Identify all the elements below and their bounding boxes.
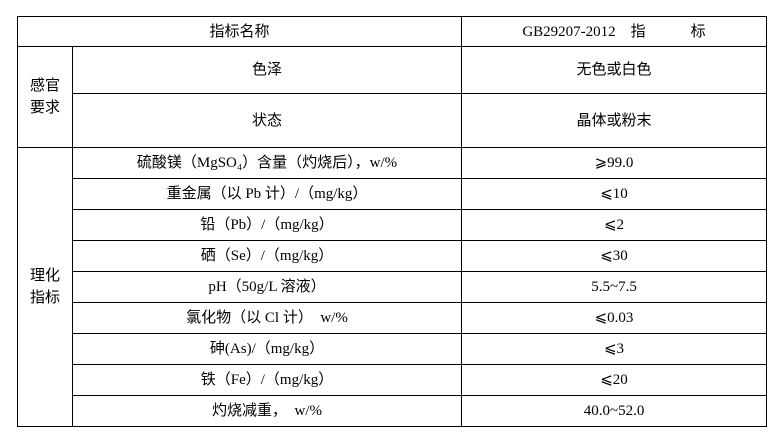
- group-label-line: 感官: [29, 78, 60, 94]
- table-row: 氯化物（以 Cl 计） w/% ⩽0.03: [18, 302, 768, 334]
- row-value: 40.0~52.0: [461, 395, 768, 427]
- table-row: 理化 指标 硫酸镁（MgSO₄）含量（灼烧后），w/% ⩾99.0: [17, 147, 768, 427]
- row-value: 晶体或粉末: [461, 93, 768, 148]
- row-name: 氯化物（以 Cl 计） w/%: [71, 302, 463, 334]
- row-value: ⩽0.03: [461, 302, 768, 334]
- table-row: 重金属（以 Pb 计）/（mg/kg） ⩽10: [18, 178, 768, 210]
- table-row: 状态 晶体或粉末: [18, 93, 768, 148]
- header-standard: GB29207-2012 指 标: [461, 16, 768, 47]
- group-label-line: 指标: [29, 290, 60, 306]
- row-value: ⩽3: [461, 333, 768, 365]
- table-row: 铁（Fe）/（mg/kg） ⩽20: [18, 364, 768, 396]
- group-sensory: 感官 要求: [17, 46, 73, 148]
- table-row: 砷(As)/（mg/kg） ⩽3: [18, 333, 768, 365]
- table-row: pH（50g/L 溶液） 5.5~7.5: [18, 271, 768, 303]
- table-row: 感官 要求 色泽 无色或白色: [17, 46, 768, 148]
- row-name: 状态: [71, 93, 463, 148]
- table-row: 硒（Se）/（mg/kg） ⩽30: [18, 240, 768, 272]
- row-name: 色泽: [71, 46, 463, 94]
- table-row: 铅（Pb）/（mg/kg） ⩽2: [18, 209, 768, 241]
- row-name: 灼烧减重， w/%: [71, 395, 463, 427]
- group-label-line: 要求: [29, 100, 60, 116]
- row-value: ⩽10: [461, 178, 768, 210]
- row-name: pH（50g/L 溶液）: [71, 271, 463, 303]
- group-label-line: 理化: [29, 268, 60, 284]
- row-name: 硒（Se）/（mg/kg）: [71, 240, 463, 272]
- row-name: 铅（Pb）/（mg/kg）: [71, 209, 463, 241]
- row-value: 无色或白色: [461, 46, 768, 94]
- specification-table: 指标名称 GB29207-2012 指 标 感官 要求 色泽 无色或白色 状态 …: [16, 16, 768, 427]
- row-value: ⩽30: [461, 240, 768, 272]
- row-name: 铁（Fe）/（mg/kg）: [71, 364, 463, 396]
- row-value: ⩾99.0: [461, 147, 768, 179]
- row-name: 砷(As)/（mg/kg）: [71, 333, 463, 365]
- row-name: 硫酸镁（MgSO₄）含量（灼烧后），w/%: [71, 147, 463, 179]
- header-row: 指标名称 GB29207-2012 指 标: [16, 16, 768, 47]
- row-value: ⩽20: [461, 364, 768, 396]
- row-name: 重金属（以 Pb 计）/（mg/kg）: [71, 178, 463, 210]
- row-value: 5.5~7.5: [461, 271, 768, 303]
- header-indicator-name: 指标名称: [16, 16, 463, 47]
- group-physchem: 理化 指标: [17, 147, 73, 427]
- table-row: 灼烧减重， w/% 40.0~52.0: [18, 395, 768, 427]
- row-value: ⩽2: [461, 209, 768, 241]
